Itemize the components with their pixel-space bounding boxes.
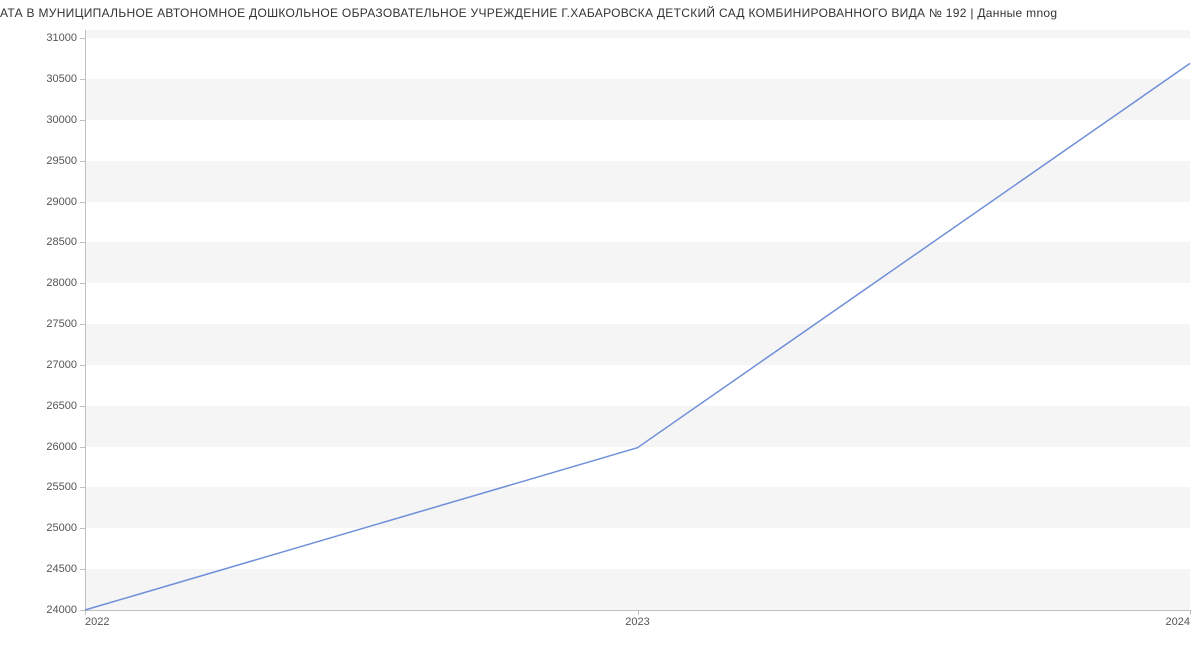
x-tick-label: 2024 [1166,610,1190,628]
x-tick-mark [1190,610,1191,615]
x-tick-mark [85,610,86,615]
line-layer [85,30,1190,610]
x-tick-label: 2022 [85,610,109,628]
x-tick-mark [638,610,639,615]
chart-title: АТА В МУНИЦИПАЛЬНОЕ АВТОНОМНОЕ ДОШКОЛЬНО… [0,6,1200,20]
plot-area: 2400024500250002550026000265002700027500… [85,30,1190,610]
series-line [85,63,1190,610]
line-chart: АТА В МУНИЦИПАЛЬНОЕ АВТОНОМНОЕ ДОШКОЛЬНО… [0,0,1200,650]
